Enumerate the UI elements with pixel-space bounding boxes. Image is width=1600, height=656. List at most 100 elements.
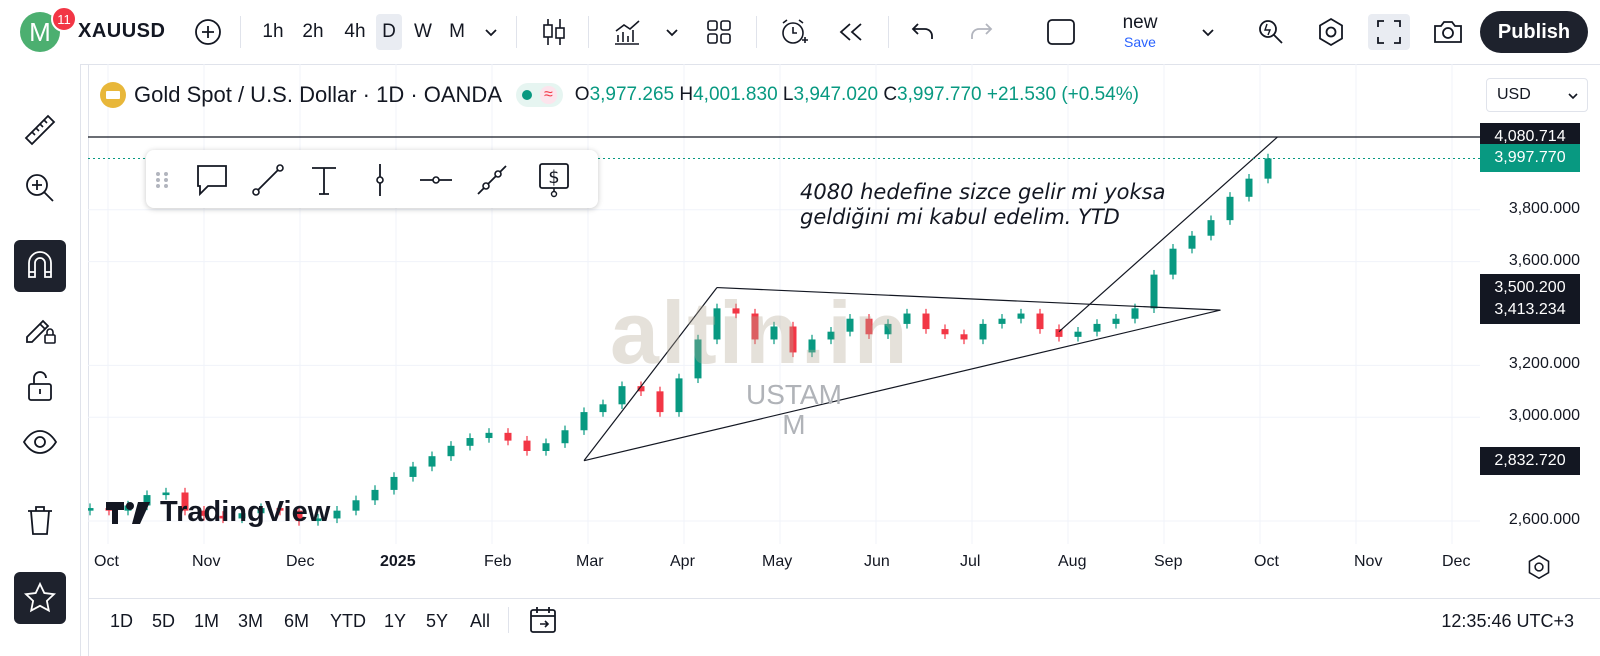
clock-timezone[interactable]: 12:35:46 UTC+3 (1441, 611, 1574, 631)
plus-circle-icon (195, 19, 221, 45)
hide-drawings-button[interactable] (14, 416, 66, 468)
uptrend-channel-line[interactable] (1058, 136, 1278, 333)
candle-body (390, 476, 398, 490)
time-tick: Apr (670, 553, 695, 570)
ruler-icon (24, 114, 56, 146)
interval-4h[interactable]: 4h (344, 21, 366, 42)
price-range-tool-icon[interactable]: $ (536, 162, 572, 198)
snapshot-button[interactable] (1430, 14, 1466, 50)
tradingview-logo[interactable]: TradingView (104, 496, 330, 529)
callout-tool-icon[interactable] (194, 162, 230, 198)
change-value: +21.530 (+0.54%) (986, 84, 1139, 105)
range-all[interactable]: All (470, 611, 491, 631)
candle-body (257, 508, 265, 514)
time-tick: May (762, 553, 793, 570)
favorites-button[interactable] (14, 572, 66, 624)
currency-select[interactable]: USD (1486, 78, 1588, 112)
range-5d[interactable]: 5D (152, 611, 176, 631)
low-value: 3,947.020 (793, 84, 879, 105)
save-label: Save (1124, 34, 1156, 50)
save-layout[interactable]: new Save (1108, 12, 1172, 50)
chart-type-button[interactable] (538, 14, 570, 50)
scale-settings-button[interactable] (1526, 554, 1552, 585)
go-to-date-button[interactable] (528, 605, 558, 640)
horizontal-line-tool-icon[interactable] (418, 162, 454, 198)
interval-d[interactable]: D (376, 14, 402, 50)
triangle-upper-left-line[interactable] (583, 287, 718, 462)
time-scale[interactable]: Oct Nov Dec 2025 Feb Mar Apr May Jun Jul… (88, 545, 1480, 573)
undo-button[interactable] (908, 14, 938, 50)
camera-icon (1434, 21, 1462, 43)
candle-body (751, 313, 759, 340)
unlock-icon (28, 371, 52, 401)
drag-handle-icon[interactable] (152, 162, 172, 198)
square-icon (1047, 19, 1075, 45)
undo-icon (911, 23, 933, 39)
chart-annotation[interactable]: 4080 hedefine sizce gelir mi yoksa geldi… (800, 180, 1165, 230)
interval-2h[interactable]: 2h (302, 21, 324, 42)
redo-button[interactable] (966, 14, 996, 50)
trend-line-tool-icon[interactable] (250, 162, 286, 198)
vertical-line-tool-icon[interactable] (362, 162, 398, 198)
chart-pane[interactable] (88, 64, 1600, 656)
triangle-lower-line[interactable] (583, 309, 1221, 462)
zoom-tool-button[interactable] (14, 162, 66, 214)
text-tool-icon[interactable] (306, 162, 342, 198)
interval-m[interactable]: M (449, 21, 465, 42)
settings-button[interactable] (1314, 14, 1348, 50)
triangle-upper-line[interactable] (716, 286, 1221, 311)
ustam-line-2: M (782, 409, 806, 440)
save-dropdown[interactable] (1196, 14, 1220, 50)
range-1y[interactable]: 1Y (384, 611, 407, 631)
candle-body (1112, 318, 1120, 324)
time-tick: Nov (1354, 553, 1383, 570)
market-status-badge[interactable]: ≈ (516, 83, 563, 107)
range-1m[interactable]: 1M (194, 611, 220, 631)
candle-body (903, 313, 911, 324)
price-tick: 3,000.000 (1508, 407, 1580, 425)
symbol-title[interactable]: Gold Spot / U.S. Dollar · 1D · OANDA (134, 82, 502, 107)
magnet-tool-button[interactable] (14, 240, 66, 292)
time-tick: Dec (286, 553, 315, 570)
interval-1h[interactable]: 1h (262, 21, 284, 42)
layout-name: new (1122, 12, 1158, 33)
range-3m[interactable]: 3M (238, 611, 264, 631)
grid (88, 64, 1480, 544)
indicators-button[interactable] (610, 14, 644, 50)
range-ytd[interactable]: YTD (330, 611, 366, 631)
indicators-dropdown[interactable] (660, 14, 684, 50)
lock-drawings-button[interactable] (14, 360, 66, 412)
remove-drawings-button[interactable] (14, 494, 66, 546)
star-icon (23, 581, 57, 613)
quick-search-button[interactable] (1254, 14, 1288, 50)
compare-symbol-button[interactable] (190, 14, 226, 50)
interval-w[interactable]: W (414, 21, 432, 42)
candle-body (371, 489, 379, 501)
search-icon (1259, 20, 1283, 44)
range-5y[interactable]: 5Y (426, 611, 449, 631)
range-6m[interactable]: 6M (284, 611, 310, 631)
fullscreen-button[interactable] (1368, 14, 1410, 50)
interval-dropdown[interactable] (478, 14, 504, 50)
layout-select-button[interactable] (1044, 14, 1078, 50)
price-chart[interactable] (88, 64, 1480, 544)
time-tick: Oct (1254, 553, 1279, 570)
symbol-search[interactable]: XAUUSD (78, 20, 166, 42)
candle-body (447, 445, 455, 457)
replay-button[interactable] (834, 14, 868, 50)
drawing-mode-button[interactable] (14, 302, 66, 354)
divider (888, 16, 889, 48)
layouts-button[interactable] (702, 14, 736, 50)
eye-icon (22, 430, 58, 454)
candle-body (1245, 178, 1253, 197)
ray-tool-icon[interactable] (474, 162, 510, 198)
time-tick: Sep (1154, 553, 1183, 570)
divider (240, 16, 241, 48)
redo-icon (971, 23, 993, 39)
range-1d[interactable]: 1D (110, 611, 134, 631)
alert-button[interactable] (776, 14, 812, 50)
price-scale[interactable]: 3,800.000 3,600.000 3,200.000 3,000.000 … (1480, 120, 1600, 550)
ruler-tool-button[interactable] (14, 104, 66, 156)
publish-button[interactable]: Publish (1480, 11, 1588, 53)
chevron-down-icon (1568, 93, 1578, 100)
